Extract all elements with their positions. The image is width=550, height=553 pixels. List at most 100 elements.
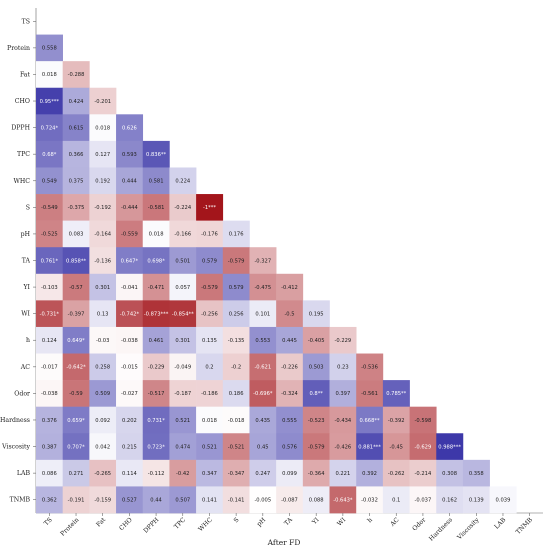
cell-value-label: -0.42 [176, 471, 189, 477]
cell-value-label: -0.5 [284, 311, 294, 317]
cell-value-label: 0.8** [309, 391, 323, 397]
heatmap-cell [436, 486, 464, 514]
cell-value-label: 0.271 [69, 471, 84, 477]
cell-value-label: -0.192 [94, 205, 111, 211]
heatmap-cell [462, 486, 490, 514]
cell-value-label: -0.525 [41, 232, 58, 238]
cell-value-label: 0.086 [42, 471, 57, 477]
heatmap-cell [196, 220, 224, 248]
heatmap-cell [222, 326, 250, 354]
column-label: TPC [173, 516, 187, 530]
cell-value-label: 0.124 [42, 338, 58, 344]
heatmap-cell [36, 326, 63, 354]
heatmap-cell [329, 326, 357, 354]
cell-value-label: 0.042 [95, 444, 110, 450]
heatmap-cell [329, 433, 357, 461]
heatmap-cell [116, 273, 144, 301]
heatmap-cell [142, 486, 170, 514]
heatmap-cell [36, 380, 63, 407]
cell-value-label: 0.083 [69, 232, 84, 238]
heatmap-cell [196, 486, 224, 514]
heatmap-cell [116, 247, 144, 275]
column-label: WI [336, 516, 348, 528]
heatmap-cell [36, 220, 63, 248]
cell-value-label: 0.301 [95, 285, 110, 291]
cell-value-label: -0.621 [254, 365, 271, 371]
heatmap-cell [89, 486, 117, 514]
cell-value-label: 0.088 [309, 498, 324, 504]
heatmap-cell [249, 486, 277, 514]
row-label: TS [22, 18, 30, 25]
heatmap-cell [196, 300, 224, 328]
cell-value-label: -0.087 [281, 498, 298, 504]
heatmap-cell [196, 433, 224, 461]
row-label: TA [22, 258, 31, 265]
heatmap-cell [89, 220, 117, 248]
cell-value-label: 0.308 [442, 471, 457, 477]
cell-value-label: -0.643* [333, 498, 353, 504]
heatmap-cell [302, 380, 330, 407]
heatmap-cell [276, 380, 304, 407]
heatmap-cell [169, 194, 197, 221]
heatmap-cell [249, 380, 277, 407]
heatmap-cell [302, 486, 330, 514]
row-label: h [26, 337, 30, 344]
cell-value-label: 0.224 [175, 179, 191, 185]
heatmap-cell [169, 486, 197, 514]
cell-value-label: 0.375 [69, 179, 84, 185]
cell-value-label: -0.226 [281, 365, 298, 371]
heatmap-cell [196, 459, 224, 487]
heatmap-cell [356, 353, 384, 381]
cell-value-label: -0.141 [228, 498, 245, 504]
cell-value-label: -0.256 [201, 311, 218, 317]
cell-value-label: 0.018 [202, 418, 217, 424]
cell-value-label: -0.135 [228, 338, 245, 344]
heatmap-cell [89, 459, 117, 487]
heatmap-cell [89, 380, 117, 407]
heatmap-cell [36, 459, 63, 487]
heatmap-cell [142, 459, 170, 487]
heatmap-cell [142, 326, 170, 354]
heatmap-cell [222, 380, 250, 407]
column-label: DPPH [142, 516, 161, 535]
cell-value-label: -0.164 [94, 232, 111, 238]
heatmap-cell [142, 247, 170, 275]
heatmap-cell [36, 34, 63, 62]
heatmap-cell [36, 167, 63, 195]
cell-value-label: -0.038 [121, 338, 138, 344]
cell-value-label: -0.444 [121, 205, 138, 211]
cell-value-label: 0.461 [149, 338, 164, 344]
heatmap-cell [62, 220, 90, 248]
heatmap-cell [222, 220, 250, 248]
cell-value-label: 0.221 [335, 471, 350, 477]
heatmap-cell [89, 353, 117, 381]
cell-value-label: -0.038 [41, 391, 58, 397]
heatmap-cell [169, 220, 197, 248]
heatmap-cell [169, 353, 197, 381]
heatmap-cell [36, 61, 63, 89]
cell-value-label: 0.95*** [40, 99, 60, 105]
heatmap-cell [249, 247, 277, 275]
cell-value-label: 0.101 [255, 311, 270, 317]
heatmap-cell [329, 353, 357, 381]
cell-value-label: -0.136 [94, 258, 111, 264]
heatmap-cell [116, 140, 144, 168]
cell-value-label: -0.873*** [144, 311, 169, 317]
column-label: TA [283, 516, 294, 527]
heatmap-cell [222, 459, 250, 487]
heatmap-cell [116, 380, 144, 407]
heatmap-cell [382, 486, 410, 514]
cell-value-label: -0.397 [68, 311, 85, 317]
heatmap-cell [36, 273, 63, 301]
cell-value-label: -1*** [203, 205, 216, 211]
heatmap-cell [196, 273, 224, 301]
heatmap-cell [142, 167, 170, 195]
cell-value-label: 0.376 [42, 418, 57, 424]
cell-value-label: -0.032 [361, 498, 378, 504]
cell-value-label: 0.141 [202, 498, 217, 504]
cell-value-label: 0.836** [146, 152, 166, 158]
heatmap-cell [36, 406, 63, 434]
heatmap-cell [62, 380, 90, 407]
cell-value-label: 0.215 [122, 444, 137, 450]
cell-value-label: 0.761* [41, 258, 59, 264]
